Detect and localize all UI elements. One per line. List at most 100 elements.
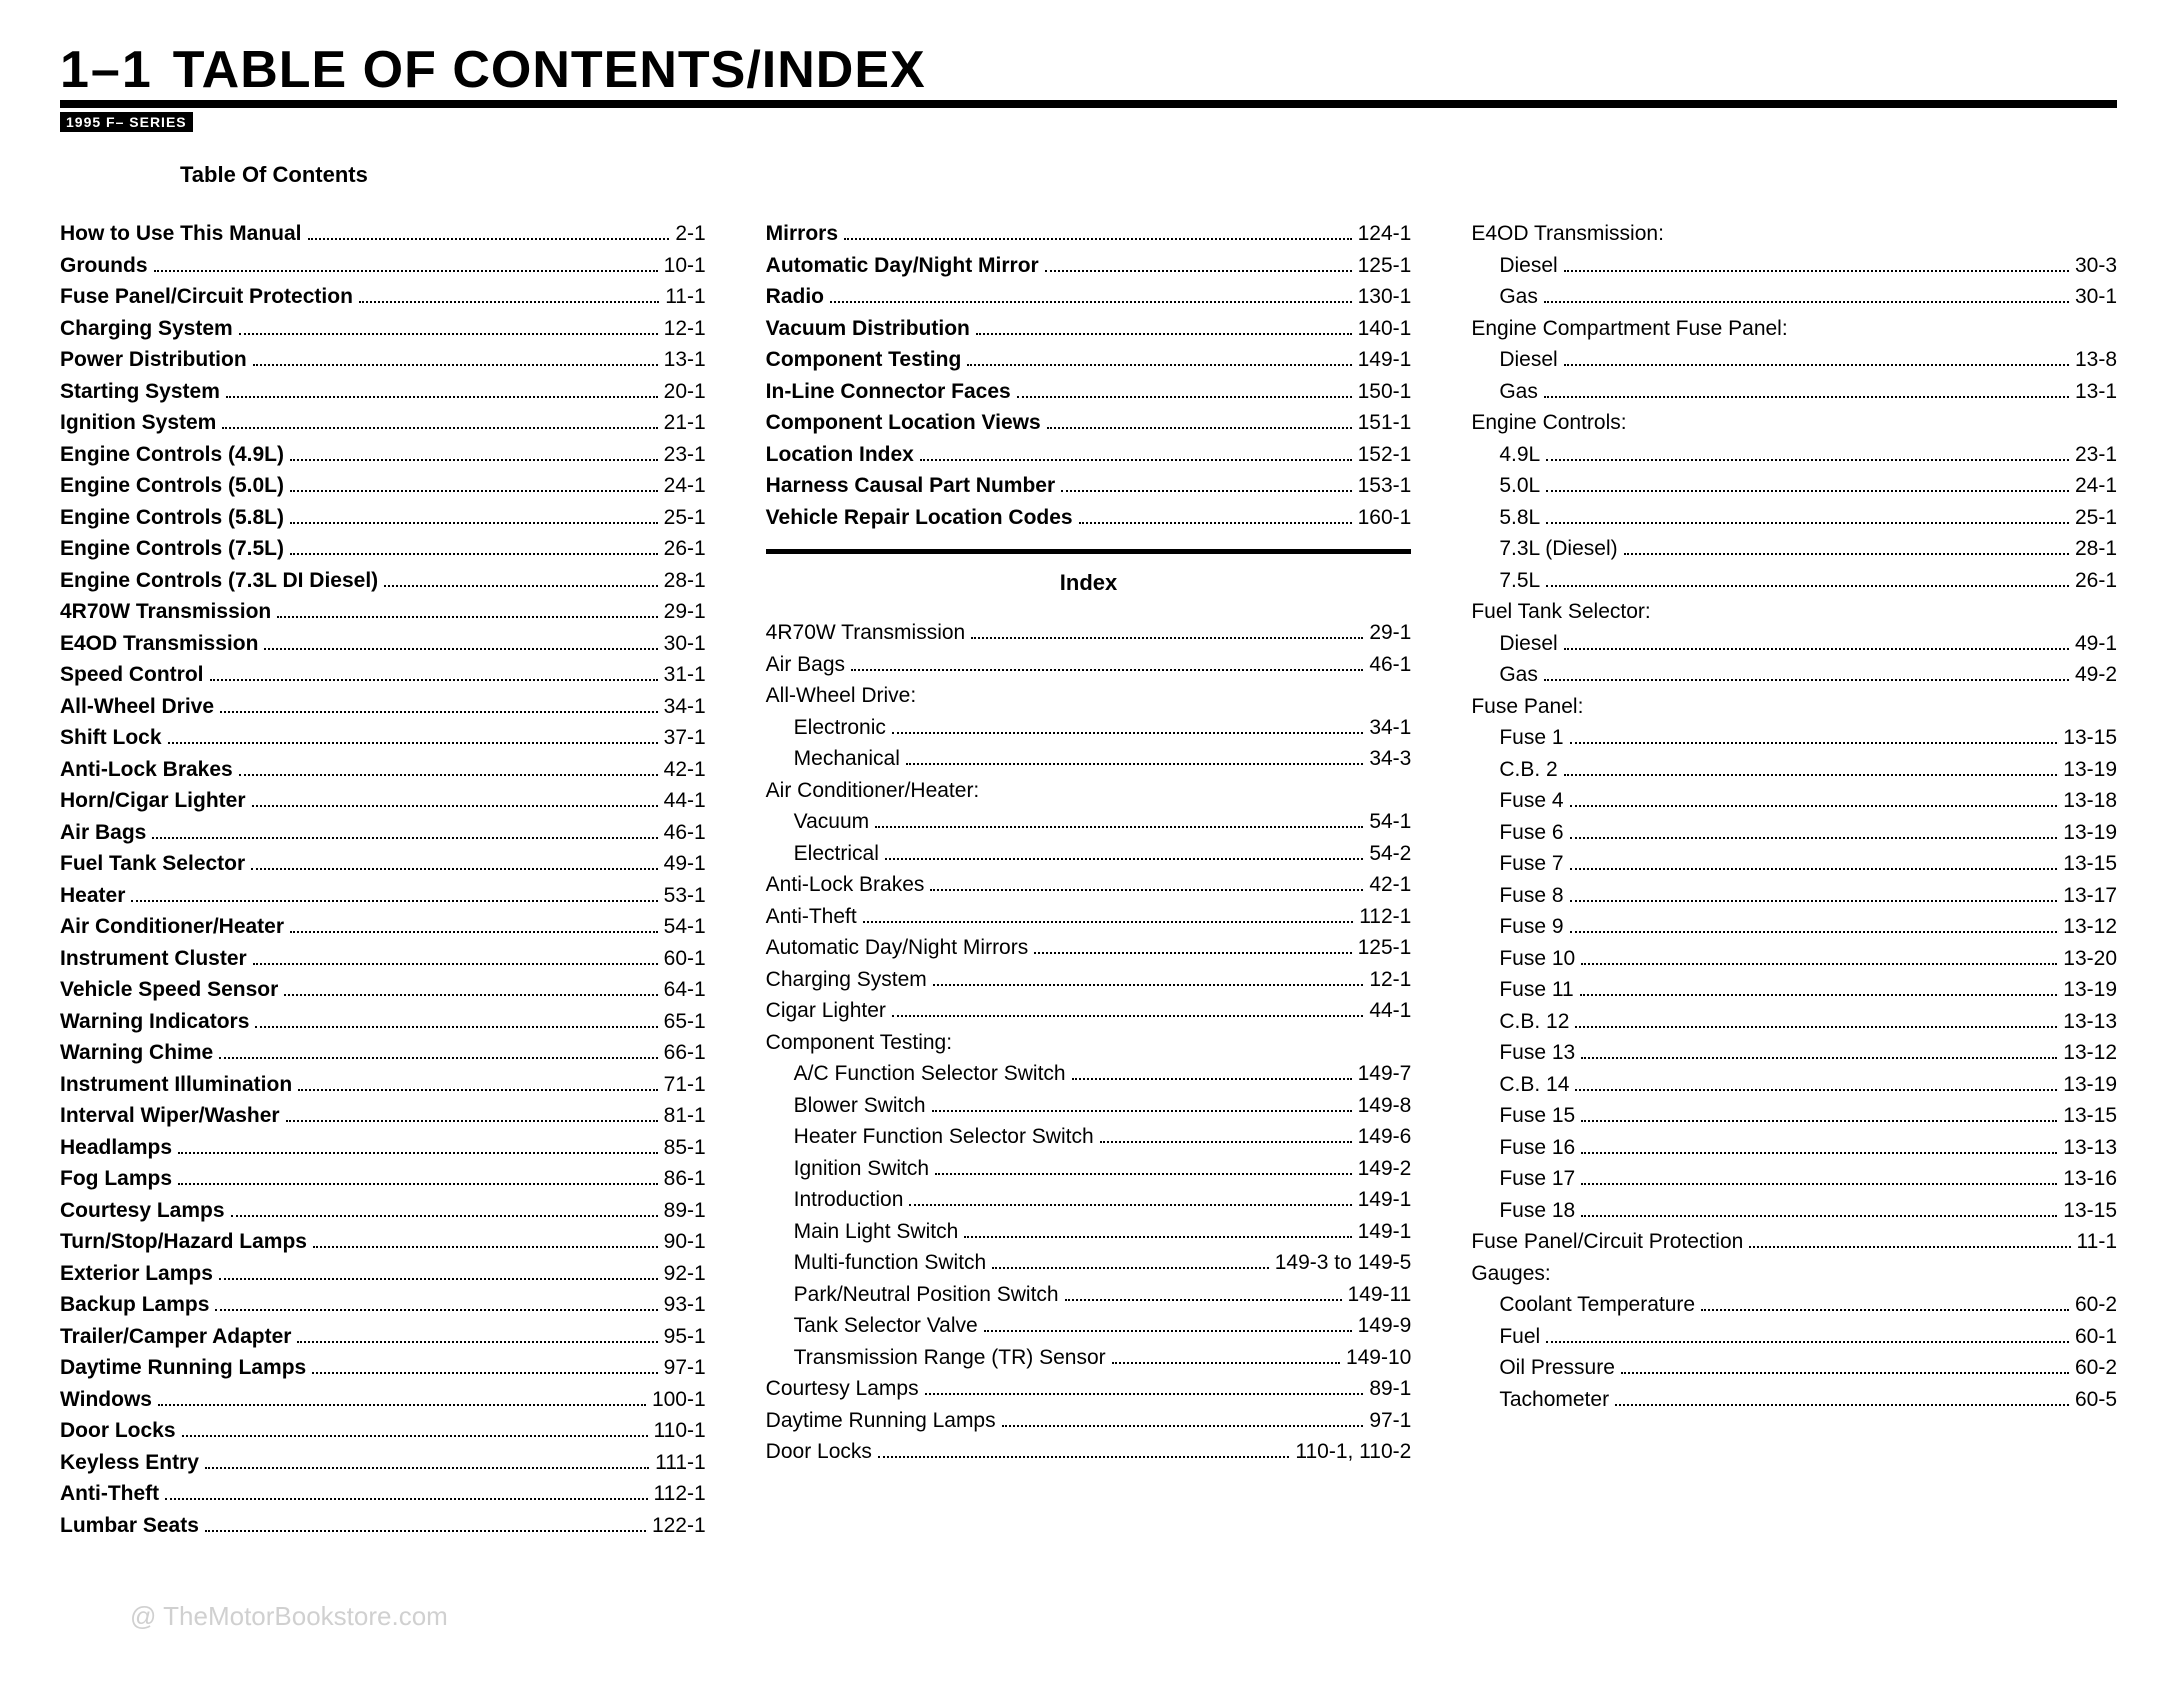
leader-dots — [255, 1026, 657, 1028]
toc-entry: 4R70W Transmission29-1 — [60, 596, 706, 628]
toc-group-heading: All-Wheel Drive: — [766, 680, 1412, 712]
entry-page: 29-1 — [1369, 617, 1411, 649]
toc-entry: Grounds10-1 — [60, 250, 706, 282]
leader-dots — [964, 1236, 1351, 1238]
toc-entry: Exterior Lamps92-1 — [60, 1258, 706, 1290]
toc-group-heading: Air Conditioner/Heater: — [766, 775, 1412, 807]
toc-entry: Daytime Running Lamps97-1 — [766, 1405, 1412, 1437]
entry-label: Gas — [1499, 659, 1538, 691]
leader-dots — [1621, 1372, 2069, 1374]
toc-entry: Main Light Switch149-1 — [766, 1216, 1412, 1248]
toc-entry: Vacuum Distribution140-1 — [766, 313, 1412, 345]
leader-dots — [312, 1372, 657, 1374]
entry-page: 34-1 — [664, 691, 706, 723]
entry-label: 5.8L — [1499, 502, 1540, 534]
leader-dots — [286, 1120, 658, 1122]
entry-label: Fuse 6 — [1499, 817, 1563, 849]
entry-label: C.B. 12 — [1499, 1006, 1569, 1038]
entry-page: 13-12 — [2063, 911, 2117, 943]
leader-dots — [158, 1404, 646, 1406]
leader-dots — [1581, 963, 2057, 965]
entry-label: Tachometer — [1499, 1384, 1609, 1416]
leader-dots — [1072, 1078, 1352, 1080]
entry-label: Ignition System — [60, 407, 216, 439]
leader-dots — [231, 1215, 658, 1217]
leader-dots — [1546, 585, 2069, 587]
entry-page: 21-1 — [664, 407, 706, 439]
toc-entry: Automatic Day/Night Mirrors125-1 — [766, 932, 1412, 964]
entry-page: 24-1 — [2075, 470, 2117, 502]
entry-page: 29-1 — [664, 596, 706, 628]
toc-entry: Fuse Panel/Circuit Protection11-1 — [60, 281, 706, 313]
leader-dots — [1564, 774, 2058, 776]
leader-dots — [182, 1435, 648, 1437]
entry-label: Vehicle Repair Location Codes — [766, 502, 1073, 534]
toc-entry: Vehicle Speed Sensor64-1 — [60, 974, 706, 1006]
leader-dots — [290, 522, 658, 524]
toc-entry: Fuse 1313-12 — [1471, 1037, 2117, 1069]
toc-entry: Engine Controls (5.8L)25-1 — [60, 502, 706, 534]
entry-label: How to Use This Manual — [60, 218, 302, 250]
toc-entry: Fuse 1513-15 — [1471, 1100, 2117, 1132]
entry-page: 44-1 — [664, 785, 706, 817]
toc-entry: Instrument Illumination71-1 — [60, 1069, 706, 1101]
toc-entry: Fog Lamps86-1 — [60, 1163, 706, 1195]
entry-label: Automatic Day/Night Mirror — [766, 250, 1039, 282]
leader-dots — [906, 763, 1363, 765]
toc-entry: All-Wheel Drive 34-1 — [60, 691, 706, 723]
leader-dots — [892, 732, 1363, 734]
entry-page: 149-2 — [1358, 1153, 1412, 1185]
entry-page: 151-1 — [1358, 407, 1412, 439]
entry-page: 11-1 — [2077, 1226, 2117, 1258]
leader-dots — [1570, 837, 2058, 839]
leader-dots — [152, 837, 657, 839]
leader-dots — [154, 270, 658, 272]
entry-label: Fuse 7 — [1499, 848, 1563, 880]
leader-dots — [284, 994, 657, 996]
toc-group-heading: Gauges: — [1471, 1258, 2117, 1290]
entry-page: 13-13 — [2063, 1132, 2117, 1164]
entry-label: Door Locks — [60, 1415, 176, 1447]
toc-entry: Vacuum54-1 — [766, 806, 1412, 838]
entry-page: 124-1 — [1358, 218, 1412, 250]
leader-dots — [967, 364, 1351, 366]
toc-entry: C.B. 1413-19 — [1471, 1069, 2117, 1101]
toc-entry: Fuel60-1 — [1471, 1321, 2117, 1353]
toc-entry: Fuse 7 13-15 — [1471, 848, 2117, 880]
entry-page: 37-1 — [664, 722, 706, 754]
leader-dots — [875, 826, 1363, 828]
leader-dots — [830, 301, 1352, 303]
entry-label: Tank Selector Valve — [794, 1310, 978, 1342]
leader-dots — [932, 1110, 1352, 1112]
toc-entry: Mechanical34-3 — [766, 743, 1412, 775]
toc-entry: Location Index152-1 — [766, 439, 1412, 471]
toc-entry: Anti-Lock Brakes42-1 — [60, 754, 706, 786]
entry-label: Speed Control — [60, 659, 204, 691]
leader-dots — [1570, 868, 2058, 870]
toc-entry: Engine Controls (5.0L)24-1 — [60, 470, 706, 502]
entry-label: Trailer/Camper Adapter — [60, 1321, 291, 1353]
leader-dots — [220, 711, 658, 713]
entry-page: 112-1 — [654, 1478, 706, 1510]
entry-page: 13-15 — [2063, 848, 2117, 880]
entry-label: Fog Lamps — [60, 1163, 172, 1195]
entry-label: Air Bags — [60, 817, 146, 849]
toc-entry: Fuse 1013-20 — [1471, 943, 2117, 975]
entry-page: 90-1 — [664, 1226, 706, 1258]
toc-entry: Fuel Tank Selector49-1 — [60, 848, 706, 880]
toc-entry: Backup Lamps93-1 — [60, 1289, 706, 1321]
entry-label: Gas — [1499, 376, 1538, 408]
toc-entry: Headlamps85-1 — [60, 1132, 706, 1164]
toc-entry: Tachometer60-5 — [1471, 1384, 2117, 1416]
entry-label: Engine Controls: — [1471, 407, 1626, 439]
leader-dots — [264, 648, 657, 650]
entry-page: 153-1 — [1358, 470, 1412, 502]
leader-dots — [925, 1393, 1364, 1395]
entry-label: Transmission Range (TR) Sensor — [794, 1342, 1106, 1374]
entry-label: All-Wheel Drive — [60, 691, 214, 723]
leader-dots — [933, 984, 1364, 986]
entry-label: In-Line Connector Faces — [766, 376, 1011, 408]
leader-dots — [215, 1309, 657, 1311]
leader-dots — [1570, 742, 2058, 744]
entry-label: Mechanical — [794, 743, 900, 775]
